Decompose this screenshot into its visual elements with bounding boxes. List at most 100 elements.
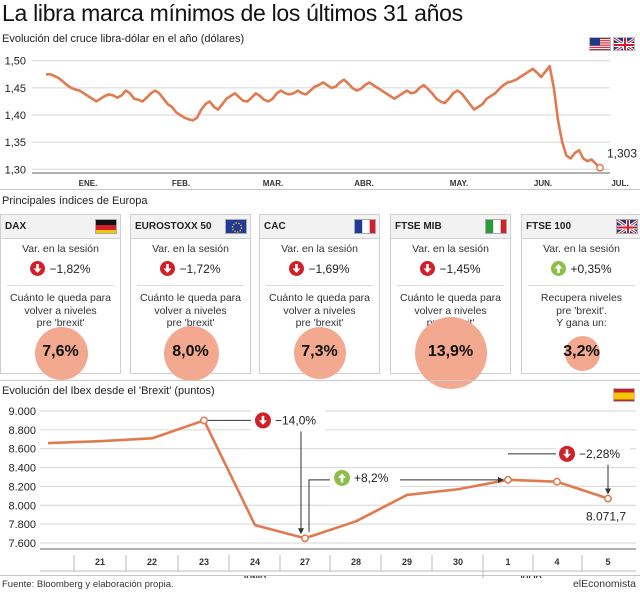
brand-logo: elEconomista xyxy=(572,578,636,590)
gbp-xtick-label: MAR. xyxy=(263,179,283,188)
index-name: FTSE 100 xyxy=(526,221,572,232)
arrow-down-icon xyxy=(160,261,176,277)
ibex-ytick-label: 7.600 xyxy=(8,538,36,550)
indices-subtitle: Principales índices de Europa xyxy=(2,195,148,207)
index-card: FTSE 100 Var. en la sesión +0,35% Recupera … xyxy=(521,214,640,374)
card-note-line: Recupera niveles xyxy=(540,292,623,304)
bubble-value: 7,6% xyxy=(42,343,79,360)
index-name: FTSE MIB xyxy=(395,221,442,232)
gbp-last-point xyxy=(596,163,604,172)
session-change-value: −1,72% xyxy=(179,262,221,276)
gbp-subtitle: Evolución del cruce libra-dólar en el añ… xyxy=(2,33,245,45)
bubble-value: 3,2% xyxy=(563,343,600,360)
gbp-ytick-label: 1,30 xyxy=(5,164,26,176)
ibex-last-value-label: 8.071,7 xyxy=(586,510,626,524)
ibex-ytick-label: 8.600 xyxy=(8,444,36,456)
value-bubble xyxy=(564,335,600,371)
bubble-value: 8,0% xyxy=(172,343,209,360)
card-note-line: Cuánto le queda para xyxy=(269,292,370,304)
session-label: Var. en la sesión xyxy=(412,243,489,255)
session-change: −1,72% xyxy=(131,261,250,277)
spain-flag-icon xyxy=(613,388,635,402)
ibex-ytick-label: 9.000 xyxy=(8,406,36,418)
arrow-down-icon xyxy=(559,445,575,462)
ibex-xtick-label: 1 xyxy=(505,557,510,567)
ibex-xtick-label: 28 xyxy=(351,557,361,567)
arrow-down-icon xyxy=(255,412,271,429)
card-divider xyxy=(397,285,504,286)
card-note-line: pre 'brexit' xyxy=(166,317,215,329)
ibex-month-label: JULIO xyxy=(518,574,542,578)
ibex-annotation-path xyxy=(208,419,302,533)
session-change-value: −1,82% xyxy=(49,262,91,276)
index-card-header: FTSE 100 xyxy=(522,215,640,239)
card-note-line: pre 'brexit'. xyxy=(556,304,607,317)
session-label: Var. en la sesión xyxy=(543,243,620,255)
ibex-ytick-label: 8.200 xyxy=(8,481,36,493)
bubble-value: 7,3% xyxy=(301,343,338,360)
card-divider xyxy=(528,285,635,286)
index-name: CAC xyxy=(264,221,286,232)
ibex-annotation-arrowhead xyxy=(498,476,504,483)
ibex-month-label: JUNIO xyxy=(242,574,266,578)
bubble-value: 13,9% xyxy=(427,343,474,360)
session-change-value: +0,35% xyxy=(570,262,612,276)
ibex-point xyxy=(301,534,309,543)
card-divider xyxy=(266,285,373,286)
gbp-usd-chart: 1,50 1,45 1,40 1,35 1,30 1,303 ENE. FEB. MAR. ABR… xyxy=(5,56,638,188)
card-note-line: volver a niveles xyxy=(154,304,227,317)
italy-flag-icon xyxy=(485,219,507,234)
headline: La libra marca mínimos de los últimos 31… xyxy=(2,0,463,26)
ibex-annotation-box xyxy=(251,409,325,432)
france-flag-icon xyxy=(354,219,376,234)
arrow-down-icon xyxy=(30,261,46,277)
gbp-ytick-label: 1,50 xyxy=(5,56,26,68)
gbp-xtick-label: ENE. xyxy=(79,179,98,188)
gbp-xtick-label: JUL. xyxy=(611,179,628,188)
card-note-line: Cuánto le queda para xyxy=(140,292,241,304)
ibex-point xyxy=(200,416,208,425)
ibex-xtick-label: 27 xyxy=(300,557,310,567)
card-divider xyxy=(137,285,244,286)
value-bubble xyxy=(163,325,219,381)
index-card-header: CAC xyxy=(260,215,379,239)
session-change-value: −1,69% xyxy=(308,262,350,276)
ibex-ytick-label: 7.800 xyxy=(8,519,36,531)
ibex-xtick-label: 24 xyxy=(250,557,260,567)
session-label: Var. en la sesión xyxy=(281,243,358,255)
index-name: EUROSTOXX 50 xyxy=(135,221,212,232)
card-note-line: Cuánto le queda para xyxy=(400,292,501,304)
ibex-ytick-label: 8.000 xyxy=(8,500,36,512)
ibex-annotation-arrowhead xyxy=(298,528,304,535)
index-card: FTSE MIB Var. en la sesión −1,45% Cuánto le… xyxy=(390,214,511,389)
us-flag-icon xyxy=(589,37,611,51)
uk-flag-icon xyxy=(616,219,638,234)
session-label: Var. en la sesión xyxy=(152,243,229,255)
card-note: Recupera niveles pre 'brexit'. Y gana un: xyxy=(522,292,640,330)
ibex-annotation-text: +8,2% xyxy=(354,471,389,485)
value-bubble xyxy=(294,327,346,379)
ibex-annotation-box xyxy=(556,442,630,465)
card-divider xyxy=(7,285,114,286)
card-note-line: volver a niveles xyxy=(24,304,97,317)
arrow-down-icon xyxy=(289,261,305,277)
session-change: −1,82% xyxy=(1,261,120,277)
gbp-xtick-label: ABR. xyxy=(354,179,374,188)
ibex-ytick-label: 8.800 xyxy=(8,425,36,437)
ibex-ytick-label: 8.400 xyxy=(8,463,36,475)
gbp-ytick-label: 1,45 xyxy=(5,83,26,95)
session-change: −1,45% xyxy=(391,261,510,277)
index-card-header: DAX xyxy=(1,215,120,239)
gbp-last-value-label: 1,303 xyxy=(607,147,637,161)
ibex-annotation-text: −14,0% xyxy=(275,413,316,427)
session-change: +0,35% xyxy=(522,261,640,277)
gbp-xtick-label: JUN. xyxy=(534,179,552,188)
value-bubble xyxy=(34,326,88,380)
gbp-ytick-label: 1,35 xyxy=(5,137,26,149)
session-label: Var. en la sesión xyxy=(22,243,99,255)
arrow-up-icon xyxy=(551,261,567,277)
index-card-header: FTSE MIB xyxy=(391,215,510,239)
